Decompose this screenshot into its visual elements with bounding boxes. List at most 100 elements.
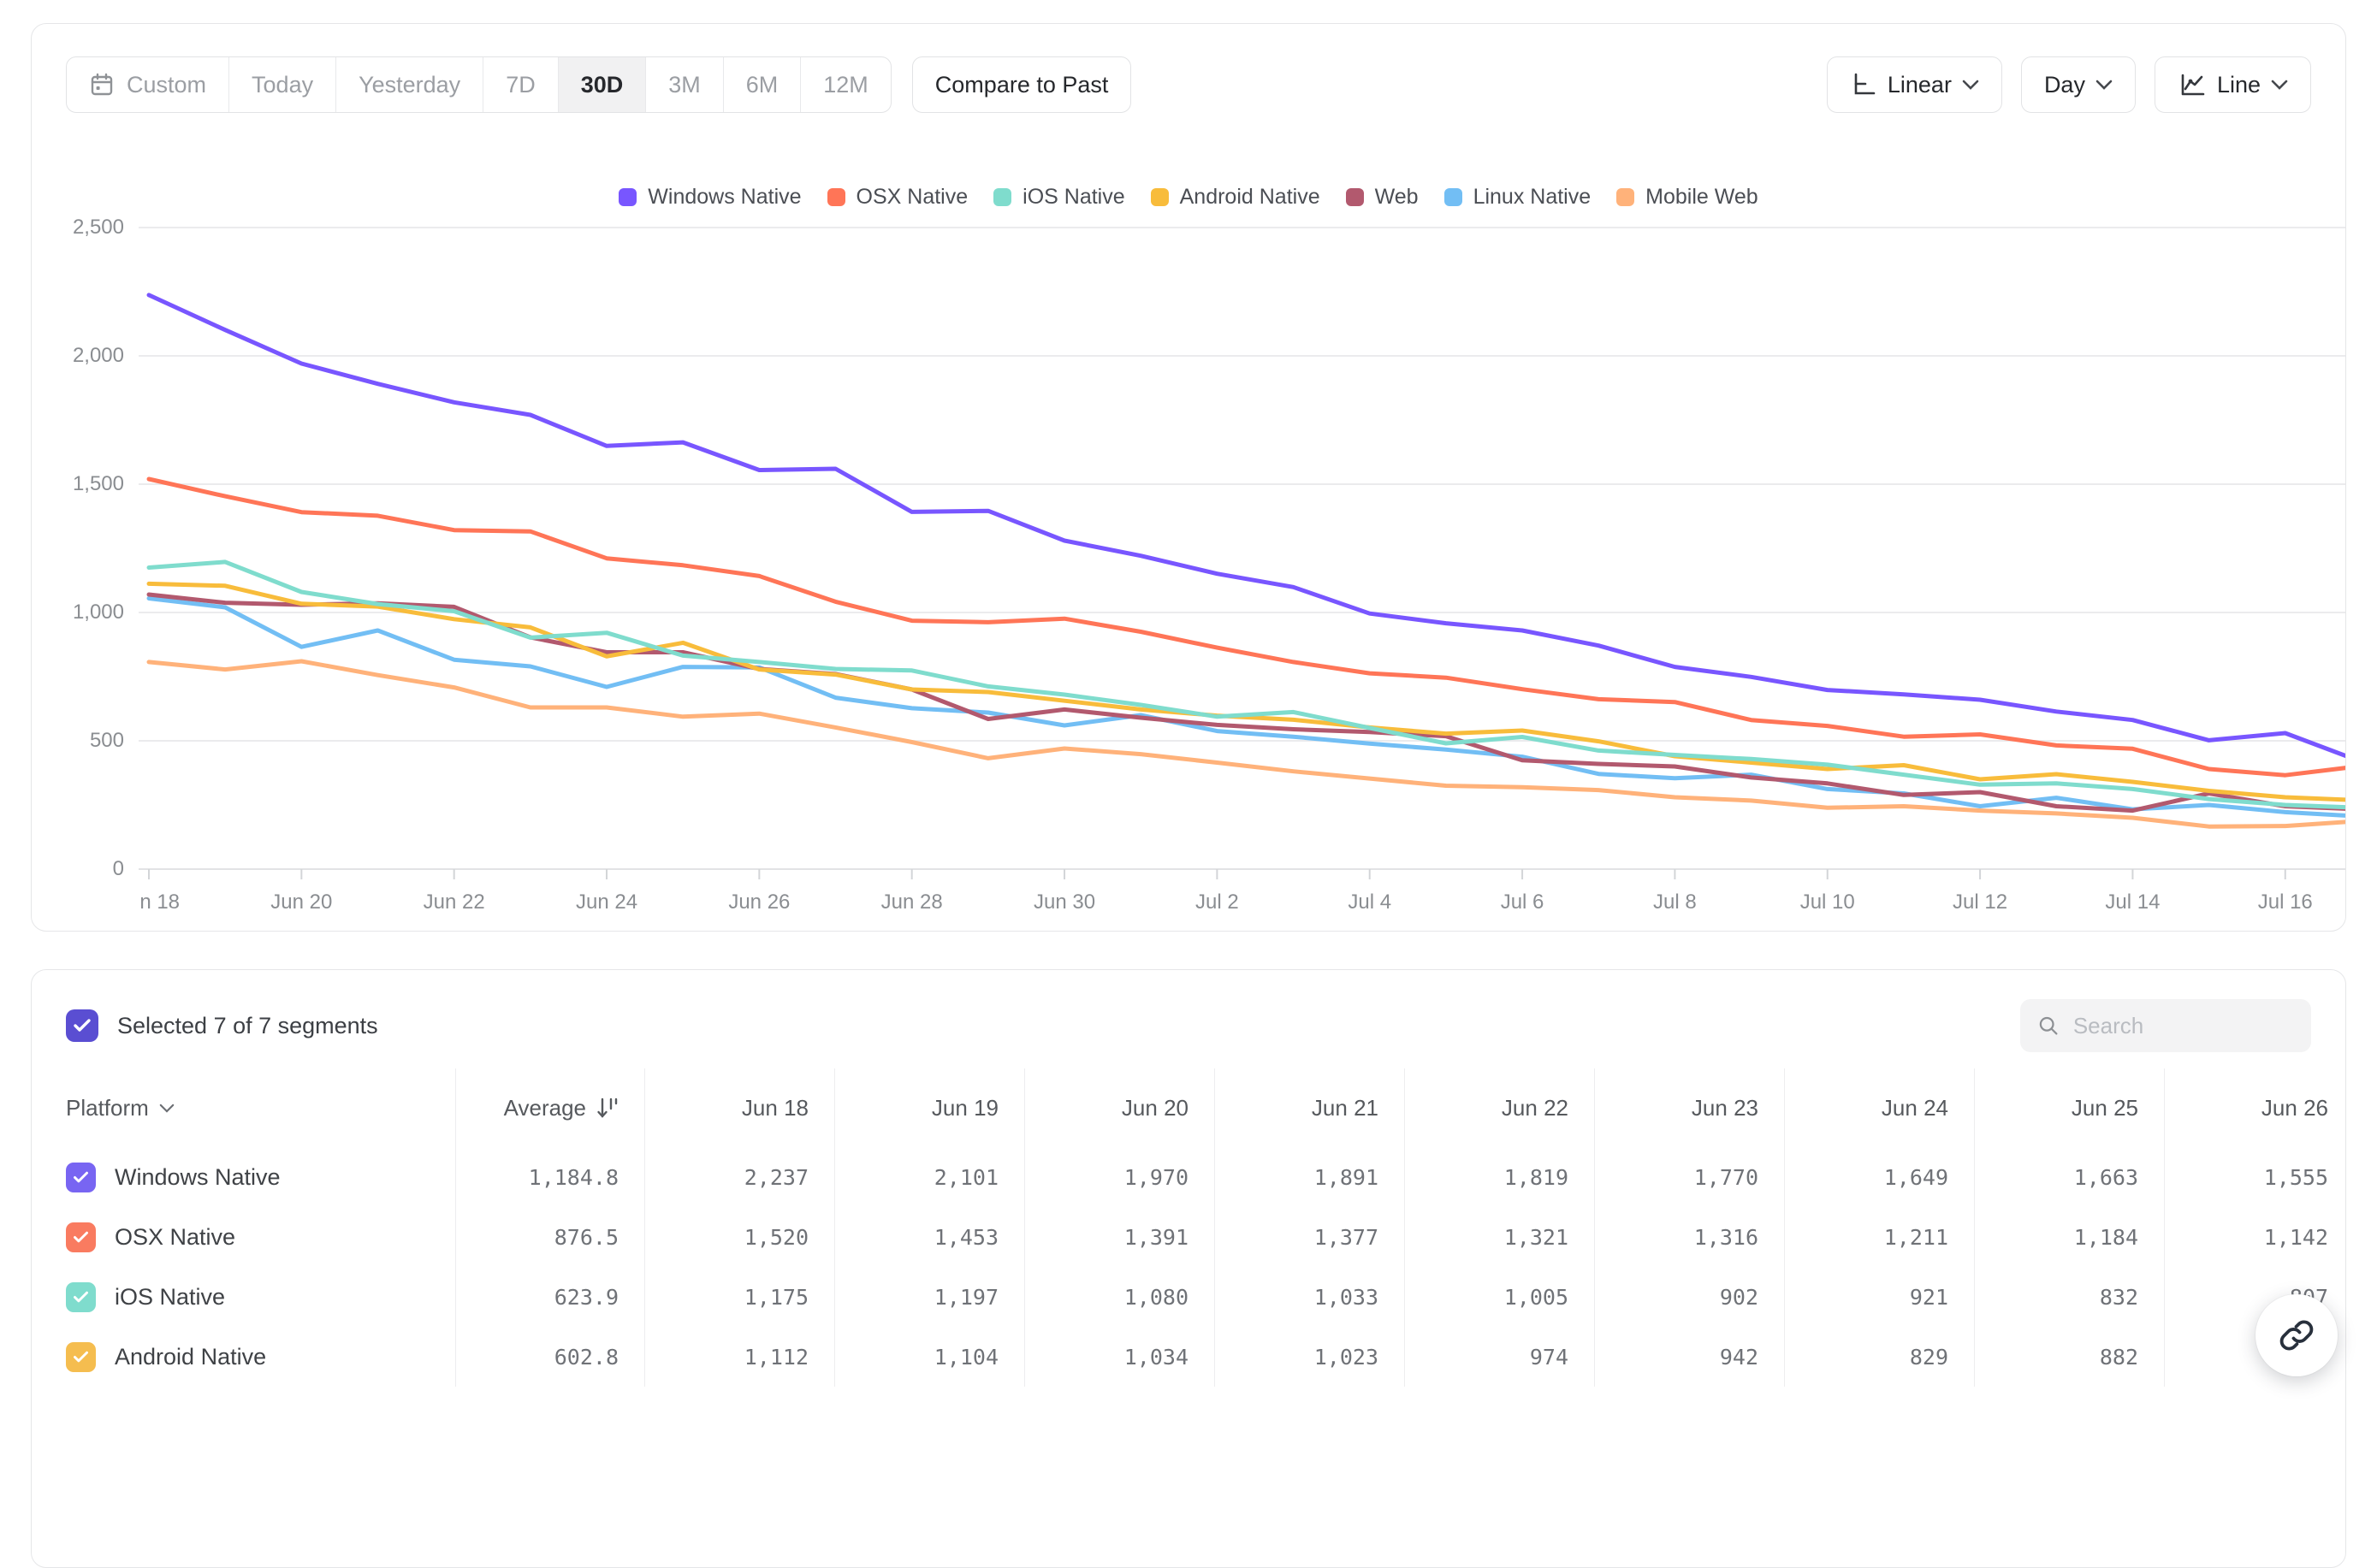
legend-item[interactable]: Android Native <box>1150 185 1320 210</box>
interval-dropdown[interactable]: Day <box>2020 56 2136 113</box>
data-value: 1,112 <box>644 1327 834 1387</box>
date-range-label: 7D <box>506 71 536 98</box>
plot-area[interactable]: Jun 18 Jun 20 Jun 22 Jun 24 Jun 26 Jun 28 Jun … <box>139 221 2346 931</box>
search-box[interactable] <box>2020 999 2311 1052</box>
data-value: 1,316 <box>1594 1207 1784 1267</box>
legend-label: Windows Native <box>648 185 802 209</box>
linear-axes-icon <box>1854 73 1876 95</box>
legend-swatch <box>1443 188 1462 206</box>
share-link-button[interactable] <box>2255 1294 2338 1376</box>
data-value: 1,453 <box>834 1207 1024 1267</box>
date-range-label: 3M <box>668 71 701 98</box>
legend-item[interactable]: Web <box>1345 185 1419 210</box>
platform-cell: iOS Native <box>32 1267 455 1327</box>
data-value: 829 <box>1784 1327 1974 1387</box>
data-value: 1,819 <box>1404 1147 1594 1207</box>
x-axis-label: Jul 2 <box>1195 891 1239 914</box>
search-input[interactable] <box>2072 1012 2294 1039</box>
platform-column-header[interactable]: Platform <box>32 1068 455 1147</box>
y-axis-label: 500 <box>89 729 124 752</box>
segment-checkbox[interactable] <box>66 1162 96 1192</box>
average-column-header[interactable]: Average <box>455 1068 644 1147</box>
date-column-header[interactable]: Jun 22 <box>1404 1068 1594 1147</box>
data-value: 902 <box>1594 1267 1784 1327</box>
date-column-header[interactable]: Jun 24 <box>1784 1068 1974 1147</box>
segment-name: Windows Native <box>115 1163 281 1190</box>
date-range-custom[interactable]: Custom <box>67 57 230 112</box>
chevron-down-icon <box>2271 80 2288 90</box>
link-icon <box>2279 1320 2314 1351</box>
chart-card: Custom Today Yesterday 7D 30D 3M 6M 12M Compare… <box>31 23 2346 932</box>
date-range-label: 12M <box>823 71 868 98</box>
y-axis-label: 1,500 <box>72 472 124 495</box>
date-range-3m[interactable]: 3M <box>646 57 724 112</box>
date-range-7d[interactable]: 7D <box>483 57 559 112</box>
compare-to-past-button[interactable]: Compare to Past <box>911 56 1132 113</box>
table-row-osx-native[interactable]: OSX Native 876.5 1,520 1,453 1,391 1,377 1,321… <box>32 1207 2345 1267</box>
scale-dropdown[interactable]: Linear <box>1826 56 2002 113</box>
data-value: 1,175 <box>644 1267 834 1327</box>
platform-cell: OSX Native <box>32 1207 455 1267</box>
date-column-header[interactable]: Jun 18 <box>644 1068 834 1147</box>
date-range-30d[interactable]: 30D <box>558 57 647 112</box>
data-value: 1,033 <box>1214 1267 1404 1327</box>
legend-item[interactable]: iOS Native <box>993 185 1125 210</box>
legend-label: Linux Native <box>1473 185 1592 209</box>
date-range-label: Yesterday <box>359 71 461 98</box>
average-value: 602.8 <box>455 1327 644 1387</box>
platform-cell: Windows Native <box>32 1147 455 1207</box>
table-row-ios-native[interactable]: iOS Native 623.9 1,175 1,197 1,080 1,033 1,005… <box>32 1267 2345 1327</box>
average-header-label: Average <box>503 1094 586 1121</box>
legend-swatch <box>827 188 845 206</box>
date-column-header[interactable]: Jun 20 <box>1024 1068 1214 1147</box>
data-value: 2,237 <box>644 1147 834 1207</box>
segment-checkbox[interactable] <box>66 1281 96 1312</box>
legend-item[interactable]: Windows Native <box>619 185 802 210</box>
table-row-android-native[interactable]: Android Native 602.8 1,112 1,104 1,034 1,023 9… <box>32 1327 2345 1387</box>
interval-label: Day <box>2043 71 2085 98</box>
series-line-osx-native <box>146 476 2345 778</box>
date-column-header[interactable]: Jun 25 <box>1974 1068 2164 1147</box>
legend-swatch <box>1150 188 1169 206</box>
data-value: 832 <box>1974 1267 2164 1327</box>
check-icon <box>74 1231 88 1242</box>
date-range-6m[interactable]: 6M <box>724 57 802 112</box>
segment-checkbox[interactable] <box>66 1222 96 1252</box>
date-range-label: 30D <box>580 71 624 98</box>
chevron-down-icon <box>2095 80 2113 90</box>
legend-item[interactable]: Linux Native <box>1443 185 1592 210</box>
segments-table-card: Selected 7 of 7 segments Platform Average… <box>31 969 2346 1568</box>
date-range-today[interactable]: Today <box>229 57 337 112</box>
legend-swatch <box>619 188 637 206</box>
data-value: 1,770 <box>1594 1147 1784 1207</box>
series-line-windows-native <box>146 293 2345 759</box>
legend-item[interactable]: Mobile Web <box>1616 185 1758 210</box>
chart-type-dropdown[interactable]: Line <box>2154 56 2311 113</box>
data-value: 1,023 <box>1214 1327 1404 1387</box>
legend-item[interactable]: OSX Native <box>827 185 968 210</box>
data-value: 1,555 <box>2164 1147 2345 1207</box>
average-value: 876.5 <box>455 1207 644 1267</box>
segment-name: Android Native <box>115 1343 267 1370</box>
date-column-header[interactable]: Jun 26 <box>2164 1068 2345 1147</box>
select-all-checkbox[interactable] <box>66 1009 98 1042</box>
date-column-header[interactable]: Jun 21 <box>1214 1068 1404 1147</box>
date-column-header[interactable]: Jun 19 <box>834 1068 1024 1147</box>
data-value: 882 <box>1974 1327 2164 1387</box>
x-axis-label: Jun 26 <box>728 891 790 914</box>
platform-cell: Android Native <box>32 1327 455 1387</box>
data-value: 921 <box>1784 1267 1974 1327</box>
selected-summary: Selected 7 of 7 segments <box>117 1012 378 1038</box>
y-axis-label: 2,000 <box>72 344 124 367</box>
x-axis-label: Jul 10 <box>1800 891 1855 914</box>
data-value: 1,520 <box>644 1207 834 1267</box>
x-axis-label: Jul 8 <box>1653 891 1697 914</box>
date-column-header[interactable]: Jun 23 <box>1594 1068 1784 1147</box>
segment-checkbox[interactable] <box>66 1341 96 1372</box>
check-icon <box>74 1351 88 1362</box>
date-range-12m[interactable]: 12M <box>801 57 891 112</box>
check-icon <box>74 1291 88 1302</box>
segments-table: Platform Average Jun 18 Jun 19 Jun 20 Jun 21 J… <box>32 1068 2345 1387</box>
table-row-windows-native[interactable]: Windows Native 1,184.8 2,237 2,101 1,970 1,89… <box>32 1147 2345 1207</box>
date-range-yesterday[interactable]: Yesterday <box>336 57 484 112</box>
